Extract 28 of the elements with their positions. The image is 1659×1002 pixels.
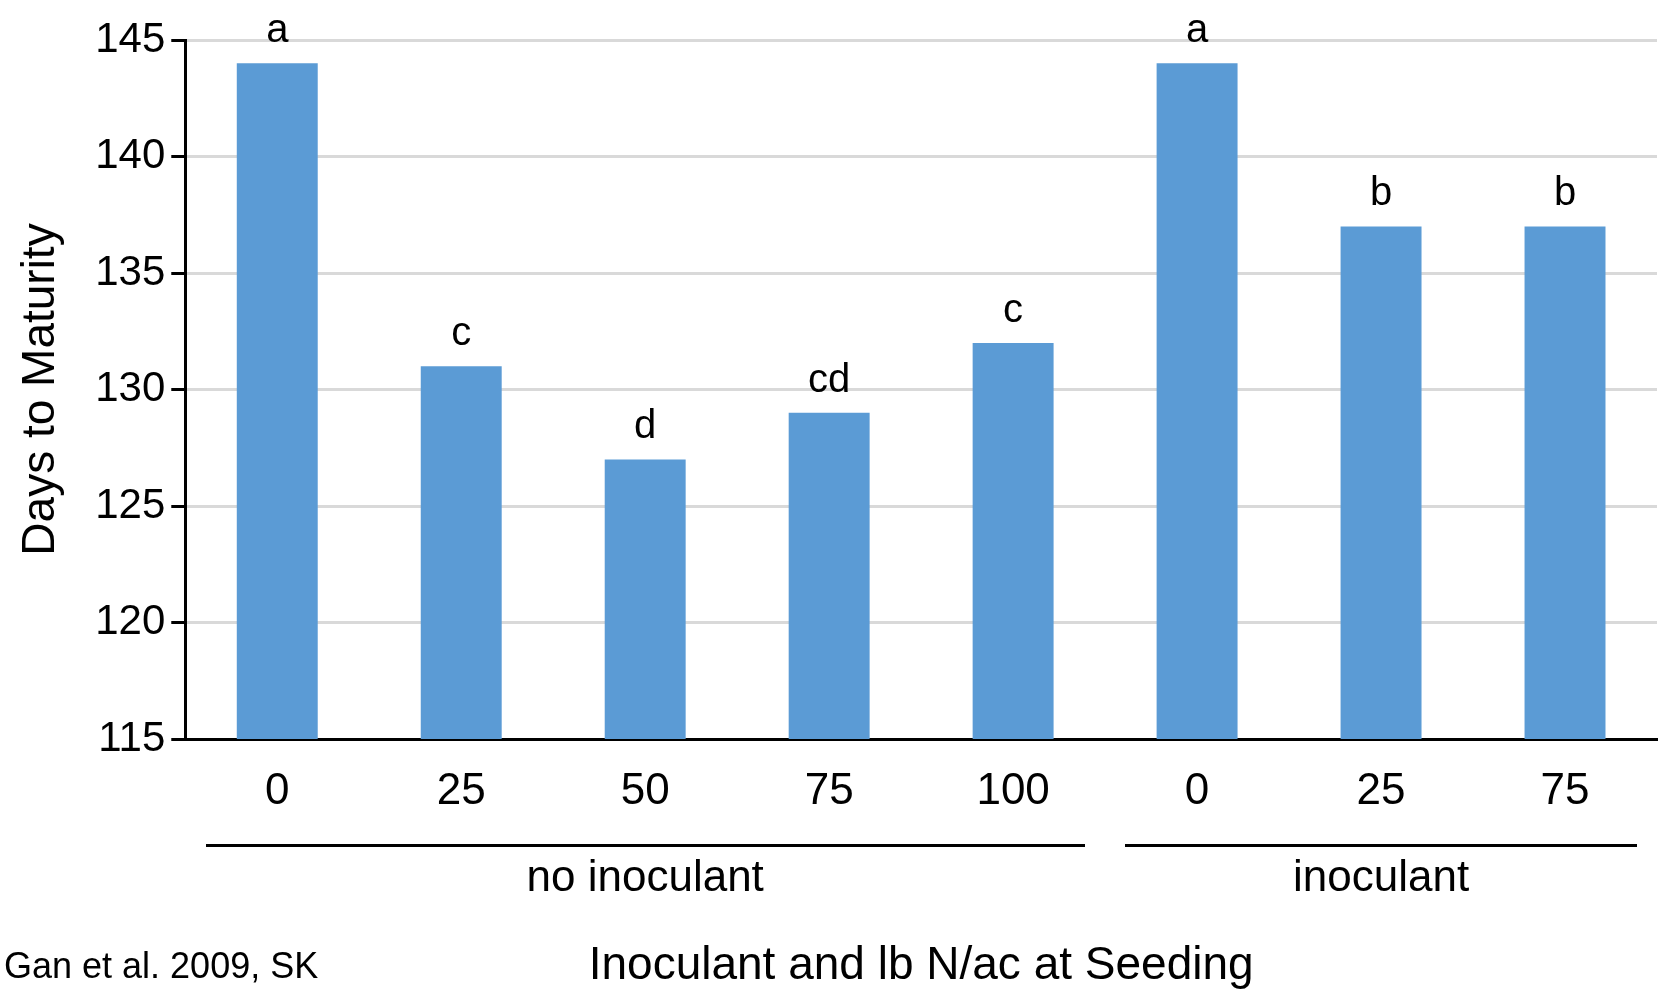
data-label: a [1185,6,1209,51]
data-label: c [1003,285,1024,330]
y-tick-label: 125 [95,479,166,527]
text: Gan et al. 2009, SK [4,945,319,987]
x-tick-label: 50 [620,763,670,813]
y-tick-label: 120 [95,596,166,644]
x-tick-label: 0 [1184,763,1210,813]
y-tick-label: 135 [95,246,166,294]
data-label: d [634,402,657,447]
data-label: b [1369,169,1393,214]
data-label: cd [808,355,851,400]
y-tick-label: 130 [95,363,166,411]
x-tick-label: 25 [436,763,486,813]
x-axis-title: Inoculant and lb N/ac at Seeding [588,937,1254,990]
x-tick-label: 0 [265,763,290,813]
x-tick-label: 25 [1356,763,1406,813]
y-tick-label: 140 [95,130,166,178]
x-tick-label: 75 [1540,763,1590,813]
text: inoculant [1292,851,1470,901]
x-tick-label: 75 [804,763,854,813]
data-label: b [1553,169,1577,214]
y-tick-label: 145 [95,13,166,61]
data-label: a [266,6,290,51]
data-label: c [451,309,472,354]
x-tick-label: 100 [976,763,1050,813]
y-tick-label: 115 [98,712,166,760]
y-axis-title: Days to Maturity [12,223,65,556]
text: no inoculant [526,851,764,901]
